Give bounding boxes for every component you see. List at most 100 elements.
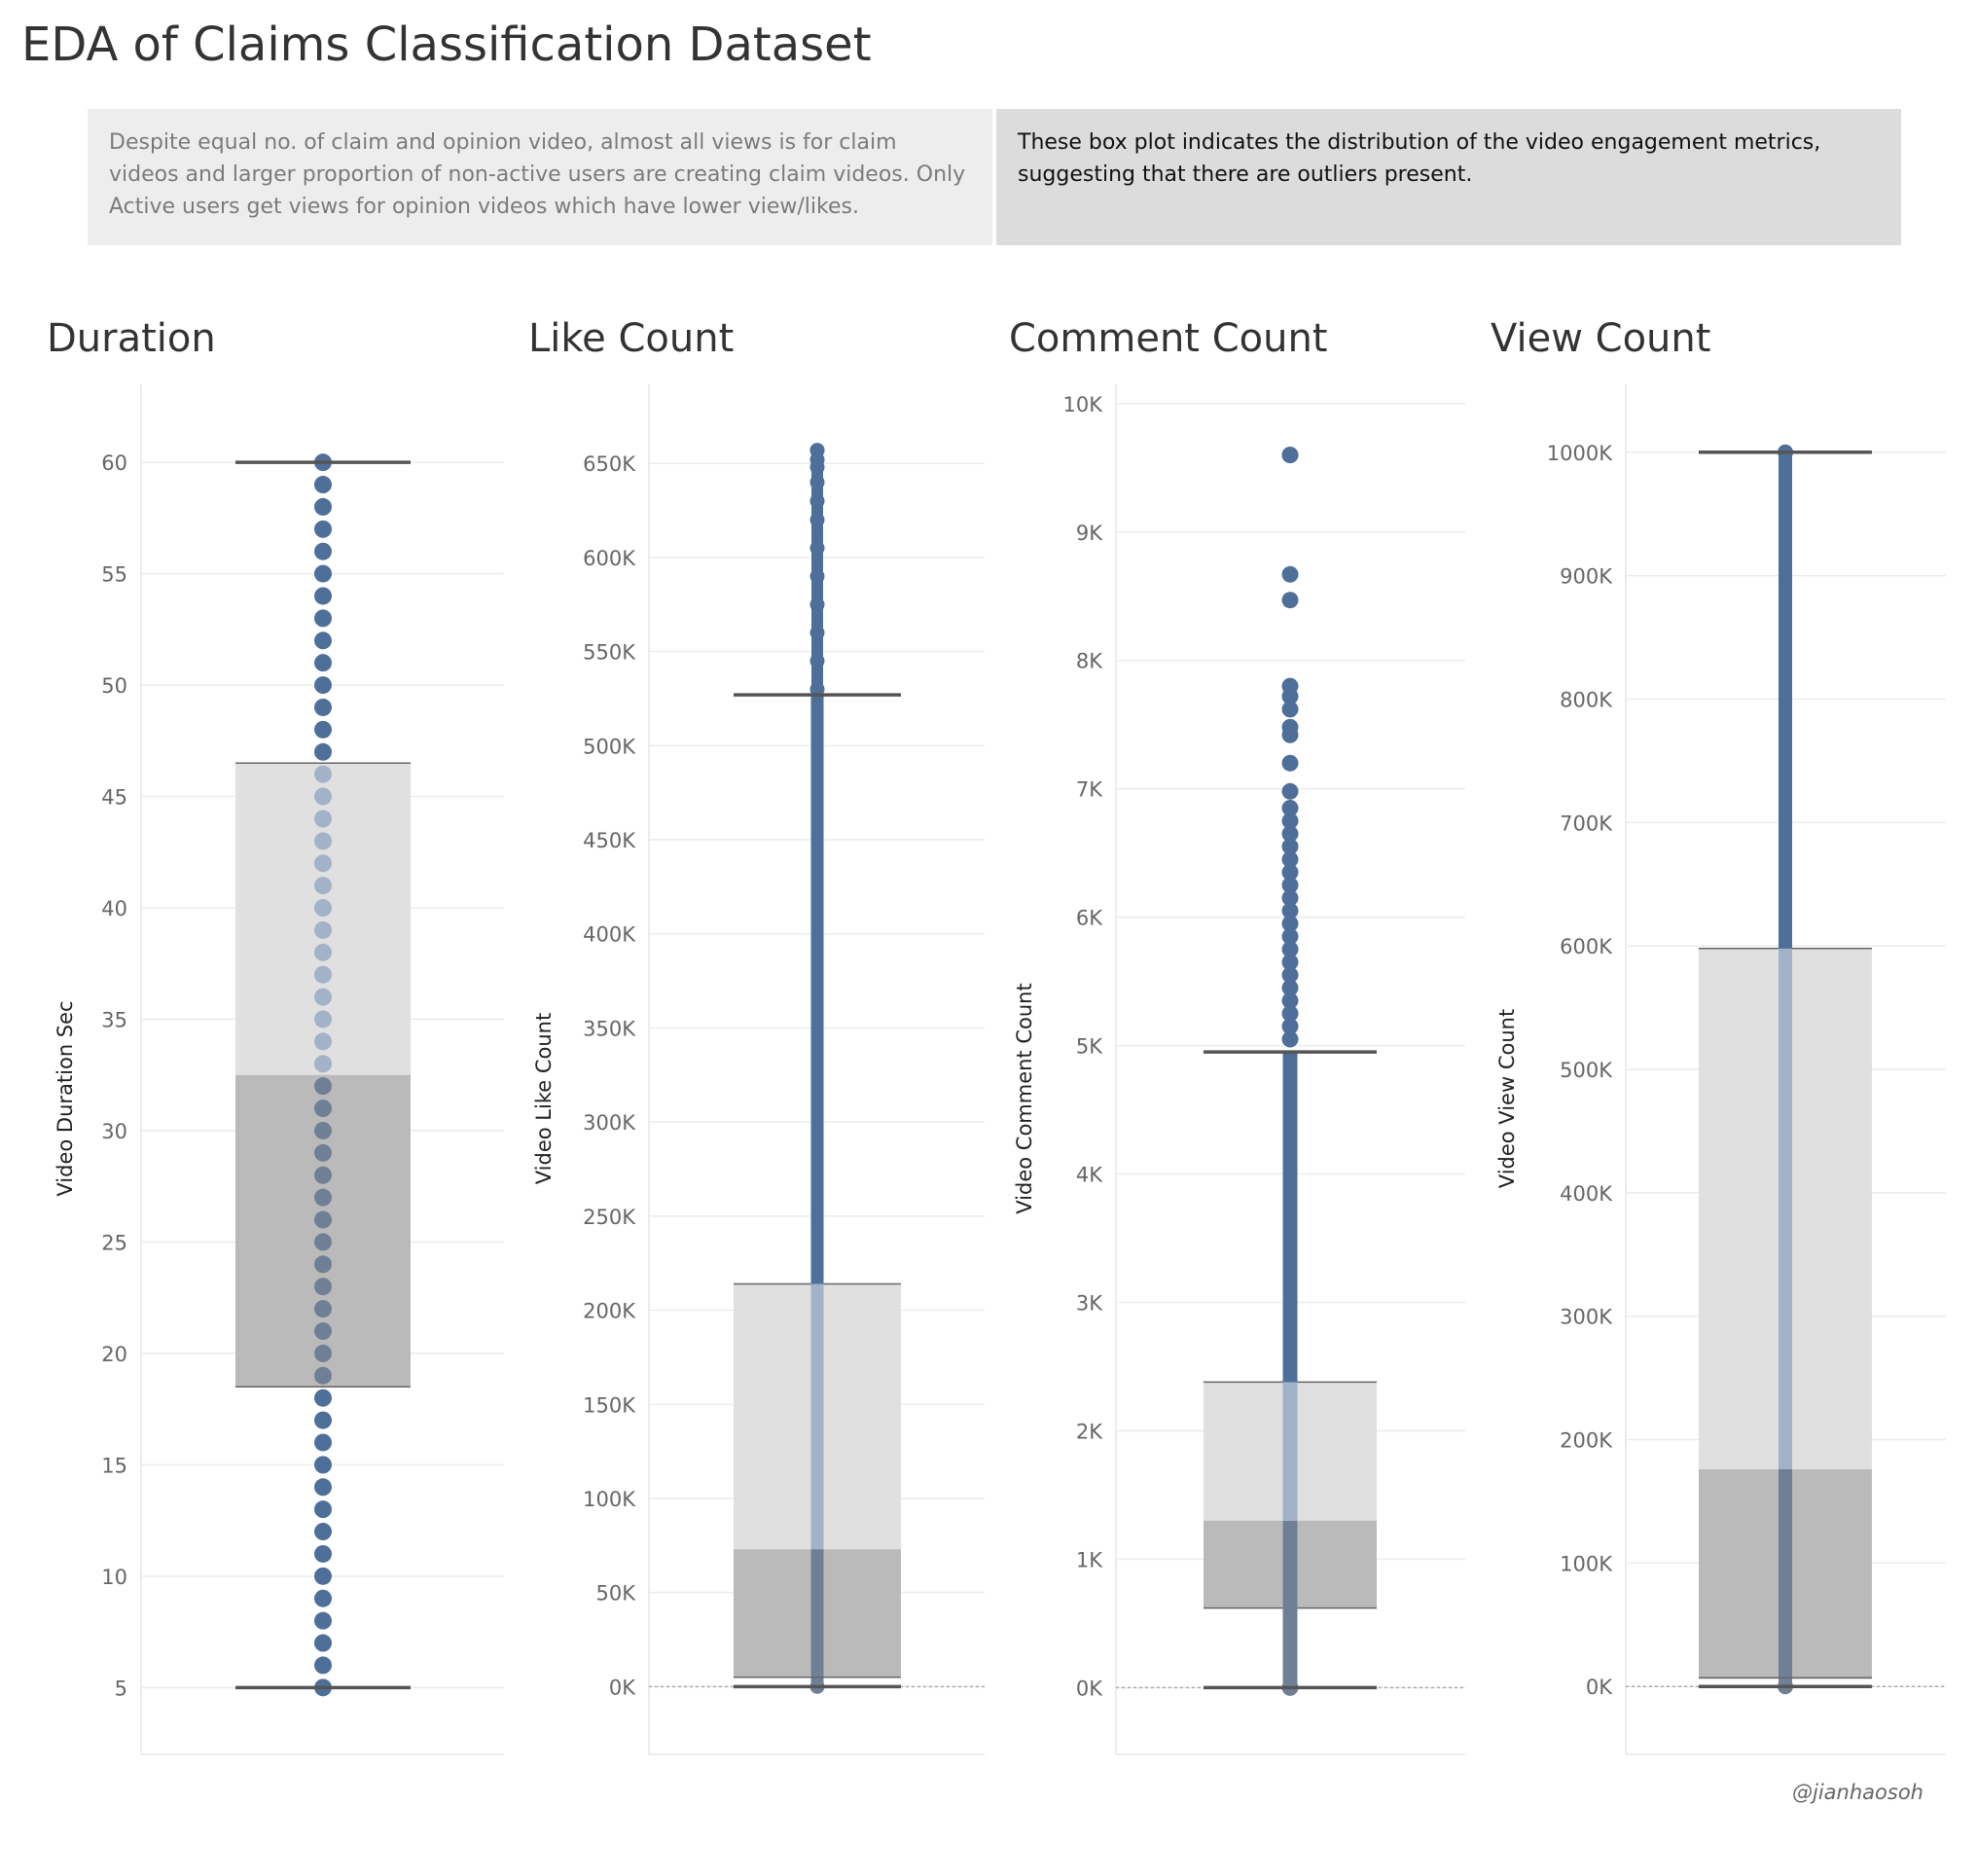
duration-data-point (314, 1300, 332, 1318)
panel-title-duration: Duration (47, 316, 216, 361)
duration-data-point (314, 631, 332, 650)
duration-data-point (314, 1100, 332, 1118)
like-count-tick-label: 600K (583, 547, 636, 570)
duration-data-point (314, 1389, 332, 1407)
duration-data-point (314, 1456, 332, 1474)
duration-tick-label: 25 (101, 1231, 127, 1254)
duration-tick-label: 60 (101, 451, 127, 475)
duration-data-point (314, 965, 332, 984)
like-count-outlier-point (809, 540, 825, 556)
duration-data-point (314, 609, 332, 628)
comment-count-outlier-point (1281, 877, 1299, 894)
duration-data-point (314, 1634, 332, 1652)
duration-data-point (314, 1366, 332, 1385)
comment-count-tick-label: 0K (1076, 1677, 1103, 1700)
like-count-outlier-point (809, 681, 825, 697)
duration-data-point (314, 1544, 332, 1563)
duration-data-point (314, 564, 332, 583)
duration-data-point (314, 1255, 332, 1274)
like-count-outlier-point (809, 512, 825, 527)
comment-count-outlier-point (1281, 979, 1299, 996)
duration-data-point (314, 899, 332, 918)
comment-count-tick-label: 10K (1063, 393, 1104, 416)
comment-count-outlier-point (1281, 447, 1299, 464)
comment-count-outlier-point (1281, 1005, 1299, 1023)
duration-tick-label: 45 (101, 786, 127, 810)
duration-data-point (314, 943, 332, 961)
view-count-tick-label: 200K (1560, 1429, 1613, 1453)
comment-count-outlier-point (1281, 863, 1299, 881)
view-count-tick-label: 1000K (1547, 442, 1613, 465)
duration-box-lower (235, 1074, 411, 1388)
comment-count-outlier-point (1281, 1030, 1299, 1048)
insight-note-right: These box plot indicates the distributio… (996, 109, 1901, 245)
duration-data-point (314, 542, 332, 560)
comment-count-outlier-point (1281, 966, 1299, 984)
comment-count-outlier-point (1281, 838, 1299, 855)
like-count-tick-label: 650K (583, 452, 636, 476)
like-count-outlier-point (809, 475, 825, 490)
duration-data-point (314, 1523, 332, 1541)
duration-data-point (314, 1188, 332, 1207)
comment-count-outlier-point (1281, 799, 1299, 816)
like-count-axis-label: Video Like Count (532, 1013, 556, 1184)
like-count-outlier-point (809, 625, 825, 640)
duration-data-point (314, 920, 332, 939)
duration-data-point (314, 810, 332, 828)
comment-count-outlier-point (1281, 754, 1299, 772)
like-count-tick-label: 550K (583, 641, 636, 665)
comment-count-outlier-point (1281, 812, 1299, 830)
comment-count-outlier-point (1281, 941, 1299, 958)
comment-count-outlier-point (1281, 915, 1299, 932)
duration-tick-label: 35 (101, 1008, 127, 1031)
comment-count-outlier-point (1281, 992, 1299, 1009)
panel-title-view-count: View Count (1491, 316, 1711, 361)
duration-box-upper (235, 763, 411, 1075)
view-count-tick-label: 500K (1560, 1059, 1613, 1082)
comment-count-tick-label: 3K (1076, 1292, 1103, 1316)
like-count-tick-label: 100K (583, 1488, 636, 1511)
duration-data-point (314, 877, 332, 895)
page-title: EDA of Claims Classification Dataset (21, 18, 872, 72)
duration-data-point (314, 497, 332, 516)
like-count-tick-label: 300K (583, 1111, 636, 1135)
duration-data-point (314, 1433, 332, 1452)
view-count-tick-label: 300K (1560, 1306, 1613, 1329)
duration-tick-label: 55 (101, 563, 127, 587)
duration-data-point (314, 765, 332, 783)
like-count-tick-label: 350K (583, 1017, 636, 1040)
view-count-tick-label: 900K (1560, 565, 1613, 589)
duration-data-point (314, 720, 332, 739)
duration-data-point (314, 988, 332, 1006)
view-count-tick-label: 400K (1560, 1182, 1613, 1206)
duration-data-point (314, 520, 332, 538)
comment-count-outlier-point (1281, 954, 1299, 971)
duration-data-point (314, 1567, 332, 1585)
view-count-axis-label: Video View Count (1495, 1009, 1519, 1188)
comment-count-axis-label: Video Comment Count (1013, 983, 1036, 1213)
duration-data-point (314, 1032, 332, 1051)
panel-title-comment-count: Comment Count (1009, 316, 1328, 361)
comment-count-outlier-point (1281, 565, 1299, 583)
comment-count-tick-label: 4K (1076, 1164, 1103, 1187)
like-count-outlier-point (809, 568, 825, 584)
duration-axis-label: Video Duration Sec (54, 1000, 77, 1196)
comment-count-outlier-point (1281, 718, 1299, 736)
like-count-tick-label: 150K (583, 1393, 636, 1417)
comment-count-tick-label: 9K (1076, 522, 1103, 545)
duration-data-point (314, 1055, 332, 1073)
duration-data-point (314, 1611, 332, 1630)
like-count-outlier-point (809, 653, 825, 668)
view-count-tick-label: 700K (1560, 812, 1613, 835)
duration-data-point (314, 1210, 332, 1229)
like-count-tick-label: 0K (609, 1676, 636, 1699)
like-count-tick-label: 50K (596, 1582, 637, 1605)
like-count-tick-label: 200K (583, 1300, 636, 1323)
view-count-tick-label: 100K (1560, 1552, 1613, 1575)
comment-count-tick-label: 7K (1076, 778, 1103, 802)
like-count-tick-label: 400K (583, 923, 636, 947)
duration-tick-label: 50 (101, 674, 127, 698)
like-count-tick-label: 250K (583, 1206, 636, 1229)
comment-count-outlier-point (1281, 782, 1299, 800)
